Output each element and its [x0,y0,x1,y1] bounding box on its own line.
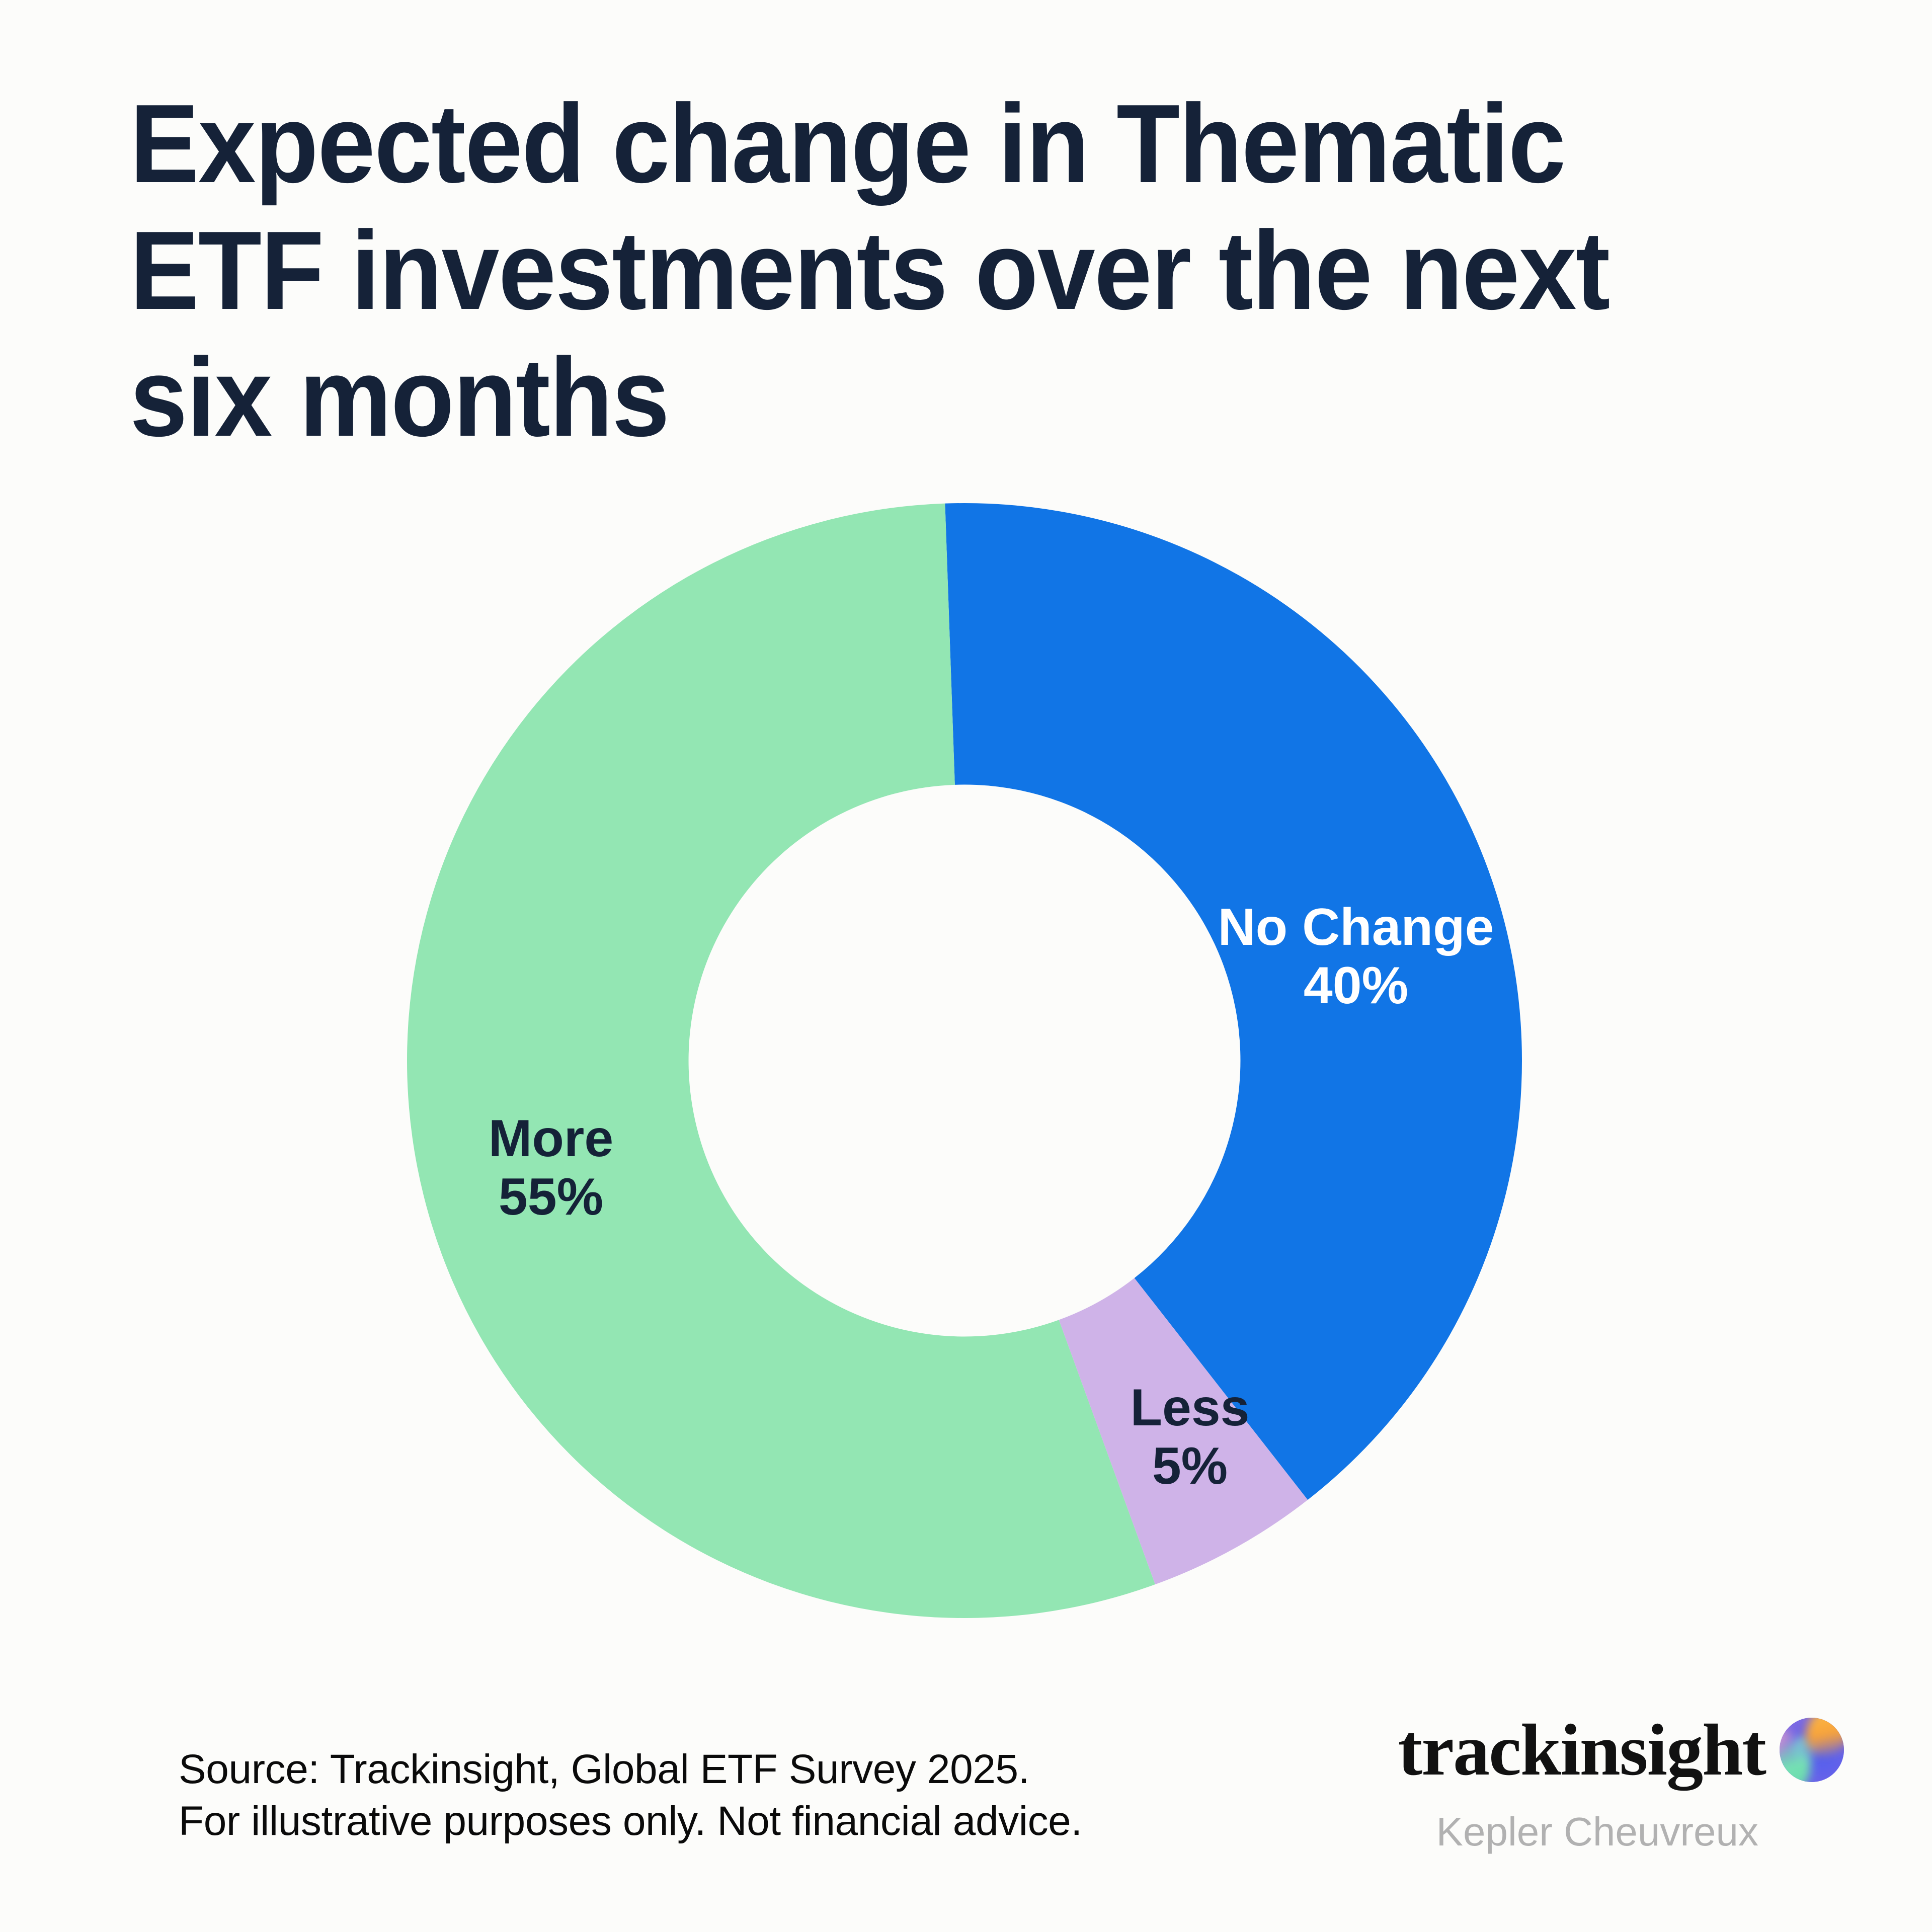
trackinsight-orb-icon [1780,1718,1844,1782]
donut-slice-group [407,503,1522,1619]
page-title-line-2: ETF investments over the next [130,208,1610,333]
brand-wordmark: trackinsight [1398,1709,1766,1791]
donut-slice-more[interactable] [407,503,1155,1619]
page-title-line-1: Expected change in Thematic [130,82,1566,206]
brand-subtitle: Kepler Cheuvreux [1436,1809,1758,1854]
page-title-line-3: six months [130,335,670,460]
source-note-line-1: Source: Trackinsight, Global ETF Survey … [179,1746,1030,1792]
page-title: Expected change in Thematic ETF investme… [130,80,1765,461]
donut-slice-no-change[interactable] [945,503,1522,1500]
donut-slice-less[interactable] [1059,1278,1308,1585]
brand-logo: trackinsight Kepler Cheuvreux [1220,1713,1844,1879]
source-note-line-2: For illustrative purposes only. Not fina… [179,1798,1082,1844]
source-note: Source: Trackinsight, Global ETF Survey … [179,1743,1082,1847]
brand-logo-row: trackinsight [1220,1713,1844,1787]
